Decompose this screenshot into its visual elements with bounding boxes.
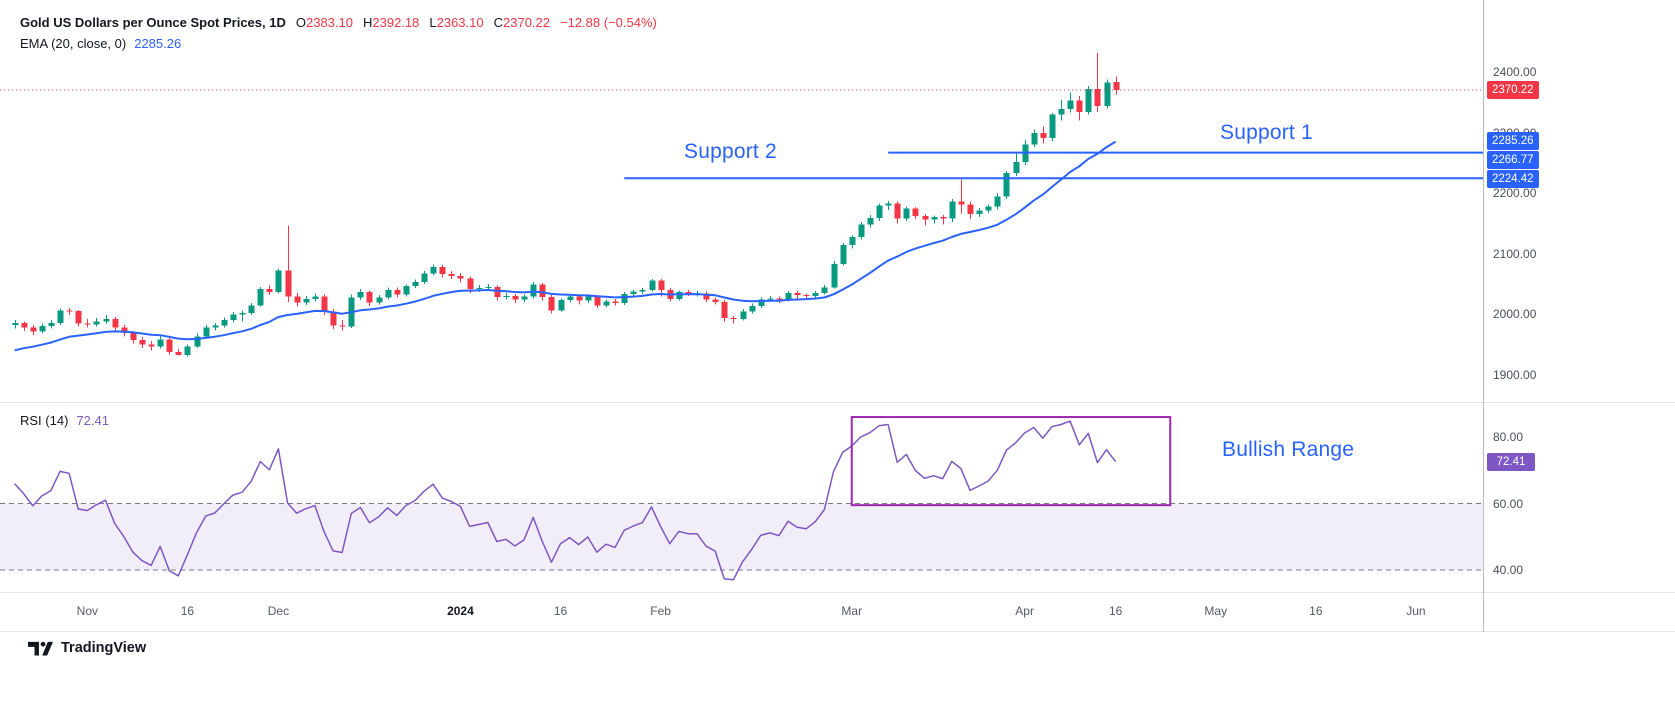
time-axis[interactable]: Nov 16 Dec 2024 16 Feb Mar Apr 16 May 16 Jun: [0, 592, 1675, 632]
rsi-tick-label: 80.00: [1493, 430, 1524, 444]
time-tick-label: Feb: [650, 604, 671, 618]
time-tick-label: Mar: [841, 604, 863, 618]
price-tick-label: 2100.00: [1493, 246, 1537, 261]
rsi-indicator-value: 72.41: [76, 413, 109, 428]
tradingview-logo-icon: [28, 641, 53, 656]
rsi-axis-badge: 72.41: [1487, 453, 1535, 472]
symbol-title[interactable]: Gold US Dollars per Ounce Spot Prices, 1…: [20, 15, 286, 30]
rsi-indicator-name: RSI (14): [20, 413, 69, 428]
price-axis-badge: 2224.42: [1487, 170, 1539, 189]
rsi-band: [0, 503, 1483, 570]
ema-indicator-name: EMA (20, close, 0): [20, 36, 127, 51]
price-axis-badge: 2285.26: [1487, 132, 1539, 151]
ohlc-open: O2383.10: [296, 12, 353, 33]
price-tick-label: 1900.00: [1493, 367, 1537, 382]
tradingview-logo-text: TradingView: [61, 640, 147, 656]
price-axis-badge: 2266.77: [1487, 151, 1539, 170]
rsi-tick-label: 40.00: [1493, 563, 1524, 577]
time-tick-label: 16: [180, 604, 195, 618]
time-tick-label: 16: [1309, 604, 1323, 618]
time-tick-label: Nov: [76, 604, 99, 618]
support-1-label[interactable]: Support 1: [1220, 121, 1313, 144]
ema-indicator-value: 2285.26: [134, 36, 182, 51]
ohlc-high: H2392.18: [363, 12, 419, 33]
time-tick-label: 2024: [447, 604, 474, 618]
low-letter: L: [429, 15, 437, 30]
ema-line[interactable]: [14, 140, 1117, 352]
ema-legend-row[interactable]: EMA (20, close, 0) 2285.26: [20, 33, 657, 54]
chart-canvas[interactable]: [0, 0, 1675, 632]
time-tick-label: 16: [553, 604, 568, 618]
legend-panel: Gold US Dollars per Ounce Spot Prices, 1…: [20, 12, 657, 54]
time-tick-label: May: [1204, 604, 1228, 618]
ohlc-close: C2370.22: [494, 12, 550, 33]
open-value: 2383.10: [305, 15, 353, 30]
close-value: 2370.22: [503, 15, 550, 30]
price-tick-label: 2400.00: [1493, 65, 1537, 79]
time-tick-label: Jun: [1406, 604, 1426, 618]
price-scale[interactable]: 2400.002300.002200.002100.002000.001900.…: [1483, 0, 1675, 632]
bullish-range-label[interactable]: Bullish Range: [1222, 438, 1355, 461]
high-letter: H: [362, 15, 373, 30]
candles-layer[interactable]: [12, 53, 1120, 357]
time-tick-label: 16: [1108, 604, 1123, 618]
time-tick-label: Dec: [267, 604, 290, 618]
low-value: 2363.10: [436, 15, 484, 30]
bullish-range-box[interactable]: [850, 416, 1172, 507]
price-axis-badge: 2370.22: [1487, 81, 1539, 100]
change-value: −12.88 (−0.54%): [560, 15, 657, 30]
tradingview-logo[interactable]: TradingView: [28, 640, 146, 656]
rsi-line[interactable]: [14, 420, 1117, 581]
ohlc-low: L2363.10: [429, 12, 483, 33]
symbol-legend-row[interactable]: Gold US Dollars per Ounce Spot Prices, 1…: [20, 12, 657, 33]
open-letter: O: [295, 15, 306, 30]
price-tick-label: 2200.00: [1493, 186, 1537, 200]
support-2-label[interactable]: Support 2: [684, 140, 777, 163]
rsi-tick-label: 60.00: [1493, 496, 1524, 511]
price-tick-label: 2000.00: [1493, 307, 1537, 321]
close-letter: C: [493, 15, 503, 30]
time-tick-label: Apr: [1015, 604, 1034, 618]
rsi-legend-row[interactable]: RSI (14) 72.41: [20, 410, 109, 431]
high-value: 2392.18: [372, 15, 420, 30]
